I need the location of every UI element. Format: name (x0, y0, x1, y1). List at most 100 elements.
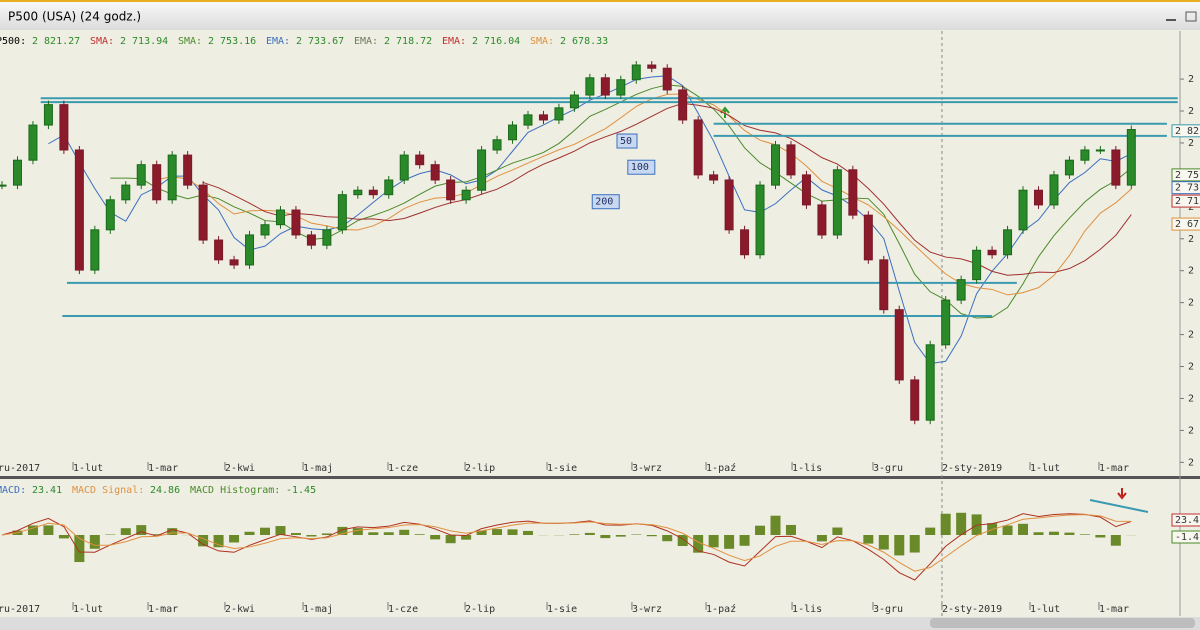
candle-body (709, 174, 719, 181)
macd-histogram (755, 525, 766, 535)
macd-tag-box (1171, 530, 1200, 544)
candle-body (724, 179, 734, 231)
macd-histogram (430, 535, 441, 540)
candle-body (152, 164, 162, 201)
candle (1080, 145, 1090, 165)
candle-body (214, 239, 224, 261)
macd-histogram (259, 527, 270, 535)
candle-body (585, 77, 595, 96)
candle (446, 176, 456, 204)
candle (167, 151, 177, 204)
macd-histogram (832, 527, 843, 535)
macd-histogram (275, 526, 286, 535)
candle-body (910, 379, 920, 421)
x-tick-label: 1-sie (547, 463, 577, 474)
macd-histogram (352, 528, 363, 535)
y-tick-label: 2 300 (1188, 457, 1200, 468)
macd-histogram (89, 535, 100, 549)
macd-histogram (1095, 535, 1106, 538)
legend-name: EMA: (442, 36, 466, 47)
candle (415, 151, 425, 169)
candle (724, 176, 734, 234)
macd-histogram (677, 535, 688, 547)
ma-tag-box (616, 133, 638, 149)
candle (1111, 145, 1121, 190)
candle (12, 156, 22, 190)
ma-tag: 50 (620, 136, 632, 147)
macd-histogram (785, 524, 796, 535)
candle (585, 73, 595, 100)
legend-name: P500: (0, 36, 26, 47)
candle (1126, 125, 1136, 190)
candle-body (1033, 189, 1043, 206)
macd-histogram (615, 535, 626, 537)
candle-body (260, 224, 270, 236)
candle-body (508, 124, 518, 141)
candle-body (848, 169, 858, 216)
macd-histogram (507, 529, 518, 535)
price-tag: 2 82 (1175, 126, 1199, 137)
y-tick-label: 2 800 (1188, 138, 1200, 149)
scrollbar[interactable] (0, 617, 1200, 630)
candle (121, 181, 131, 204)
candle-body (616, 79, 626, 96)
macd-histogram (894, 535, 905, 556)
price-tag-box (1171, 124, 1200, 138)
window-buttons[interactable] (1166, 11, 1197, 22)
macd-histogram (569, 534, 580, 535)
candle (662, 64, 672, 94)
candle (183, 151, 193, 190)
candle-body (43, 104, 53, 126)
candle-body (461, 189, 471, 201)
candle-body (523, 114, 533, 126)
candle (508, 121, 518, 144)
scroll-thumb[interactable] (930, 618, 1195, 628)
candle (647, 61, 657, 73)
ma-tag: 200 (595, 197, 613, 208)
candle (1033, 186, 1043, 209)
candle (0, 181, 7, 190)
candle (987, 246, 997, 259)
candle (399, 151, 409, 184)
price-tag: 2 73 (1175, 183, 1199, 194)
price-tag: 2 71 (1175, 196, 1199, 207)
legend-value: 2 733.67 (296, 36, 344, 47)
x-tick-label: 1-sie (547, 604, 577, 615)
sell-arrow (1117, 488, 1127, 500)
maximize[interactable] (1185, 11, 1197, 22)
title-bar (0, 0, 1200, 30)
candle-body (12, 159, 22, 186)
macd-histogram (863, 535, 874, 544)
candle (492, 135, 502, 154)
candle-body (183, 154, 193, 186)
macd-histogram (27, 525, 38, 535)
x-tick-label: 2-lip (465, 604, 495, 615)
x-tick-label: 1-lut (1030, 604, 1060, 615)
macd-histogram (925, 527, 936, 535)
macd-panel (0, 479, 1200, 616)
x-tick-label: 1-paź (706, 462, 736, 474)
candle-body (74, 149, 84, 271)
candle-body (863, 214, 873, 261)
candle-body (755, 184, 765, 256)
y-tick-label: 2 400 (1188, 393, 1200, 404)
candle-body (1126, 129, 1136, 186)
macd-histogram (584, 532, 595, 535)
macd-histogram (120, 528, 131, 535)
candle-body (740, 229, 750, 256)
x-tick-label: 1-cze (388, 604, 418, 615)
macd-histogram (770, 515, 781, 535)
y-tick-label: 2 550 (1188, 298, 1200, 309)
candle (1003, 225, 1013, 259)
candle-body (693, 119, 703, 176)
macd-tag: 23.4 (1175, 515, 1199, 526)
x-tick-label: 1-maj (303, 604, 333, 615)
moving-average (48, 75, 1132, 365)
macd-histogram (290, 533, 301, 535)
x-tick-label: 1-mar (1099, 463, 1129, 474)
price-tag-box (1171, 217, 1200, 231)
macd-histogram (136, 525, 147, 535)
ma-tag-box (591, 194, 620, 210)
candle-body (662, 67, 672, 91)
candle (740, 225, 750, 259)
